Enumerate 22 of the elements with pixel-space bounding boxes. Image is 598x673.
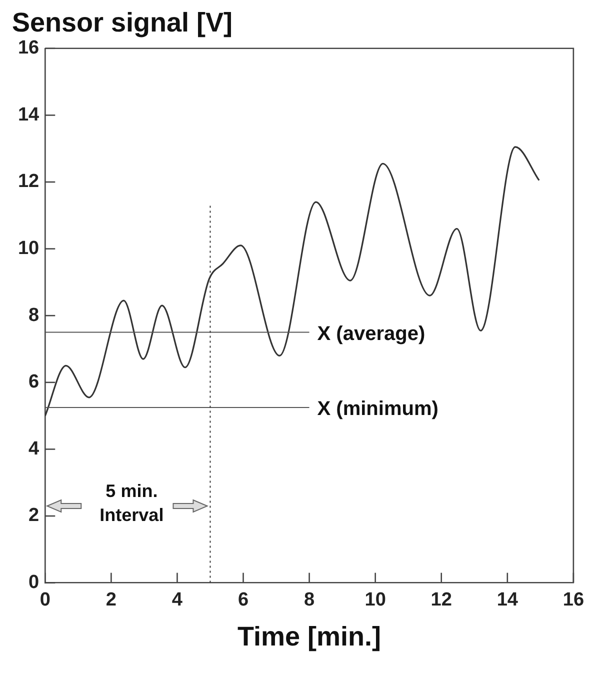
x-tick-label: 16 — [562, 589, 584, 610]
ref-line-label: X (average) — [317, 322, 426, 345]
x-tick-label: 6 — [238, 589, 249, 610]
x-axis-title: Time [min.] — [238, 621, 382, 652]
ref-line-label: X (minimum) — [317, 398, 438, 420]
x-tick-label: 8 — [304, 589, 315, 610]
x-tick-label: 4 — [172, 589, 183, 610]
y-axis-title: Sensor signal [V] — [12, 8, 233, 38]
y-tick-label: 8 — [28, 304, 40, 326]
y-tick-label: 0 — [28, 572, 40, 594]
x-tick-label: 2 — [106, 589, 116, 610]
x-tick-label: 14 — [496, 589, 518, 610]
annotation: 5 min. Interval — [100, 480, 164, 525]
y-tick-label: 10 — [18, 238, 40, 260]
y-tick-label: 6 — [28, 372, 40, 393]
y-tick-label: 4 — [28, 438, 40, 460]
y-tick-label: 14 — [18, 104, 40, 126]
x-tick-label: 10 — [364, 589, 386, 610]
y-tick-label: 12 — [18, 171, 40, 192]
y-tick-label: 2 — [28, 505, 40, 526]
x-tick-label: 12 — [430, 589, 452, 610]
y-tick-label: 16 — [18, 38, 40, 59]
